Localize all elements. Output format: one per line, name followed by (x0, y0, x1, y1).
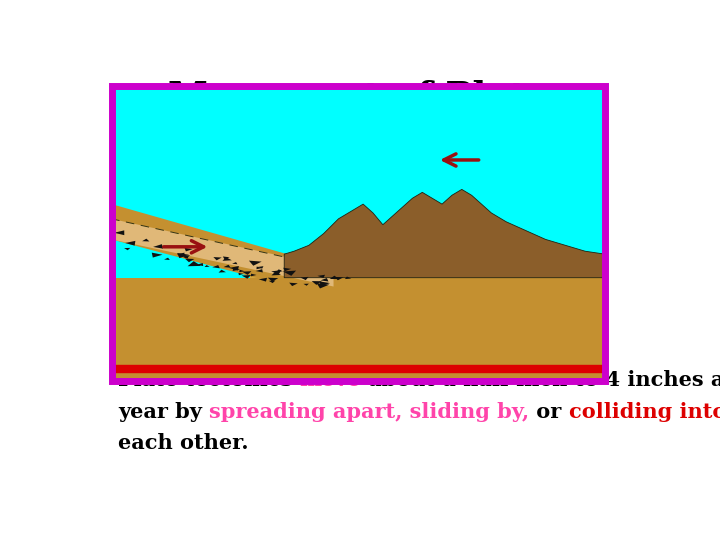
Polygon shape (184, 248, 193, 252)
Polygon shape (188, 261, 201, 266)
Polygon shape (213, 257, 222, 260)
Polygon shape (223, 265, 231, 268)
Polygon shape (177, 253, 184, 256)
Text: Plate tectonics: Plate tectonics (118, 370, 300, 390)
Polygon shape (185, 259, 194, 262)
Polygon shape (303, 284, 309, 286)
Polygon shape (112, 219, 333, 287)
Polygon shape (269, 254, 605, 269)
Polygon shape (112, 204, 359, 307)
Text: year by: year by (118, 402, 209, 422)
Text: about a half inch to 4 inches a: about a half inch to 4 inches a (361, 370, 720, 390)
Polygon shape (183, 256, 188, 259)
Polygon shape (318, 275, 325, 278)
Polygon shape (125, 241, 135, 246)
Polygon shape (320, 278, 328, 281)
Polygon shape (204, 265, 210, 267)
Polygon shape (319, 281, 330, 286)
Text: Movement of Plates: Movement of Plates (168, 79, 570, 113)
Text: or: or (529, 402, 569, 422)
Polygon shape (229, 266, 239, 271)
Polygon shape (152, 253, 163, 258)
Polygon shape (289, 282, 298, 286)
Polygon shape (197, 263, 203, 266)
Polygon shape (317, 283, 329, 288)
Polygon shape (330, 276, 339, 279)
Polygon shape (271, 272, 281, 275)
Polygon shape (233, 268, 240, 271)
Polygon shape (112, 86, 605, 381)
Polygon shape (142, 239, 150, 241)
Polygon shape (335, 277, 343, 280)
Polygon shape (153, 244, 163, 249)
Polygon shape (238, 273, 243, 275)
Polygon shape (256, 267, 262, 269)
Polygon shape (212, 265, 220, 268)
Polygon shape (345, 276, 351, 279)
Polygon shape (250, 254, 605, 278)
Text: spreading apart, sliding by,: spreading apart, sliding by, (209, 402, 529, 422)
Polygon shape (283, 271, 296, 276)
Polygon shape (271, 270, 282, 274)
Polygon shape (164, 258, 170, 260)
Polygon shape (251, 274, 256, 276)
Polygon shape (112, 278, 605, 381)
Polygon shape (182, 255, 190, 258)
Polygon shape (177, 253, 189, 258)
Text: each other.: each other. (118, 433, 248, 453)
Polygon shape (232, 262, 238, 264)
Polygon shape (283, 268, 291, 271)
Polygon shape (269, 280, 276, 283)
Polygon shape (242, 275, 251, 279)
Polygon shape (312, 281, 322, 285)
Polygon shape (219, 269, 226, 273)
Polygon shape (268, 278, 278, 282)
Polygon shape (114, 231, 125, 235)
Polygon shape (256, 269, 263, 273)
Polygon shape (258, 278, 267, 281)
Polygon shape (124, 248, 130, 250)
Text: colliding into: colliding into (569, 402, 720, 422)
Polygon shape (239, 270, 245, 272)
Polygon shape (276, 269, 283, 272)
Polygon shape (222, 257, 232, 261)
Text: move: move (300, 370, 361, 390)
Polygon shape (300, 277, 308, 280)
Polygon shape (258, 266, 264, 268)
Polygon shape (284, 190, 605, 278)
Polygon shape (223, 256, 230, 259)
Polygon shape (249, 261, 261, 266)
Polygon shape (242, 271, 251, 275)
